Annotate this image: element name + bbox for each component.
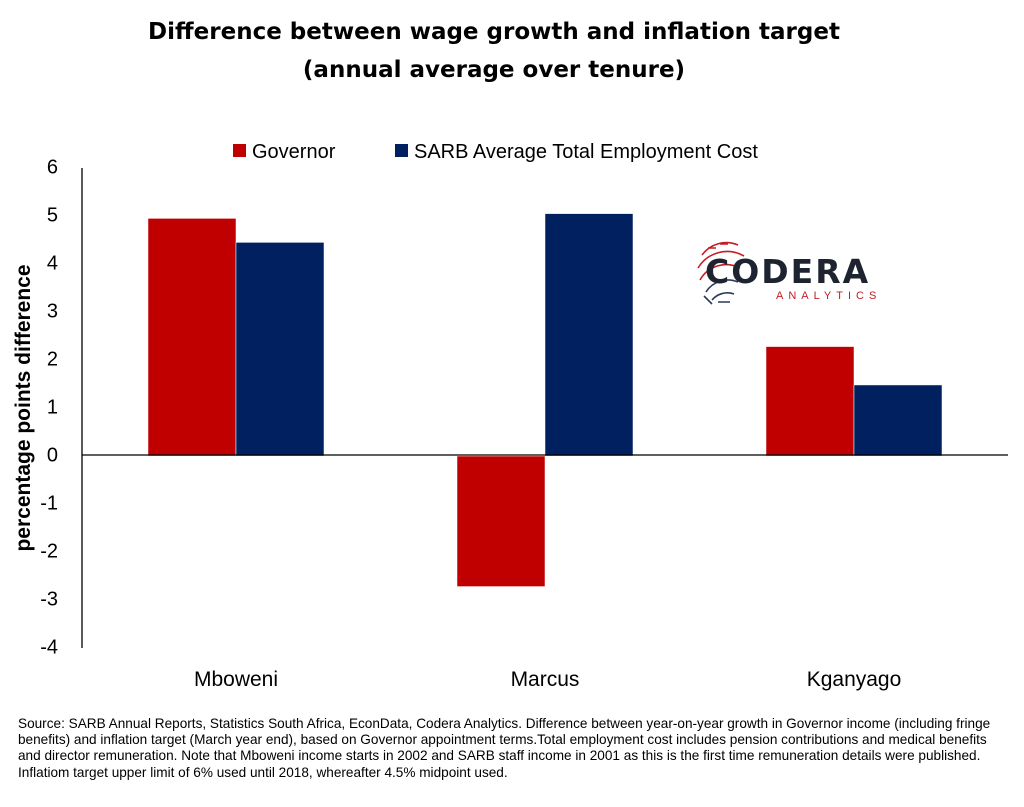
x-category-label: Mboweni [194,668,278,691]
y-tick-label: 6 [47,156,58,178]
chart-title-line-2: (annual average over tenure) [303,57,685,83]
bar-governor-mboweni [147,218,237,457]
y-tick-label: -3 [40,588,58,610]
y-tick-label: -2 [40,540,58,562]
chart-title-line-1: Difference between wage growth and infla… [148,19,840,45]
bar-sarb-kganyago [853,384,943,457]
y-tick-label: 4 [47,252,58,274]
bar-chart: Difference between wage growth and infla… [12,19,1008,691]
x-category-label: Kganyago [807,668,902,691]
logo-subtitle: ANALYTICS [776,290,881,302]
legend-label-governor: Governor [252,141,336,163]
y-tick-label: 3 [47,300,58,322]
legend-label-sarb: SARB Average Total Employment Cost [414,141,758,163]
x-category-label: Marcus [511,668,580,691]
y-tick-label: 0 [47,444,58,466]
y-axis-ticks: 6 5 4 3 2 1 0 -1 -2 -3 -4 [40,156,58,658]
bars [147,213,943,587]
y-axis-label: percentage points difference [12,264,35,551]
y-tick-label: 5 [47,204,58,226]
y-tick-label: -1 [40,492,58,514]
bar-sarb-mboweni [235,242,325,457]
codera-logo: CODERA ANALYTICS [697,241,881,305]
source-note: Source: SARB Annual Reports, Statistics … [18,716,991,780]
y-tick-label: 1 [47,396,58,418]
codera-fingerprint-icon [697,241,745,305]
legend-swatch-governor [233,144,246,157]
y-tick-label: -4 [40,636,58,658]
bar-sarb-marcus [544,213,634,457]
category-labels: Mboweni Marcus Kganyago [194,668,901,691]
y-tick-label: 2 [47,348,58,370]
bar-governor-kganyago [765,346,855,457]
legend-swatch-sarb [395,144,408,157]
bar-governor-marcus [456,455,546,587]
logo-wordmark: CODERA [705,252,870,291]
legend: Governor SARB Average Total Employment C… [233,141,758,163]
